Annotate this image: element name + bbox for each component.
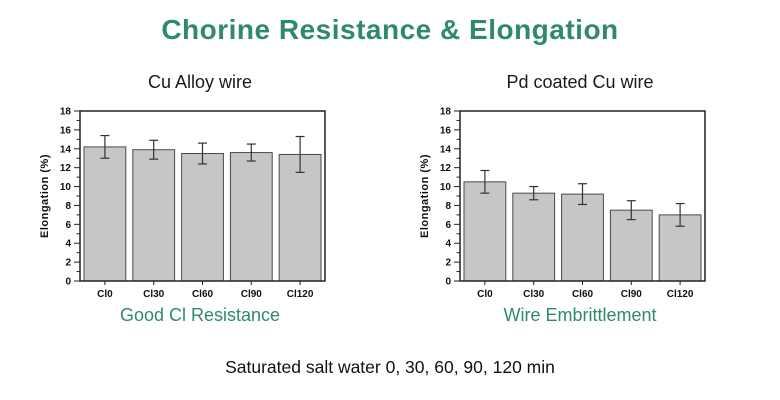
chart-title-cu-alloy: Cu Alloy wire (147, 72, 253, 92)
svg-text:12: 12 (440, 163, 452, 174)
svg-text:6: 6 (65, 220, 71, 231)
svg-text:Cl90: Cl90 (241, 289, 263, 300)
chart-title-pd-coated: Pd coated Cu wire (506, 72, 654, 92)
bar-chart-pd-coated: 0 2 4 6 8 10 12 14 16 18 Cl0 Cl30 Cl60 Cl90 Cl120 Elong… (419, 107, 706, 300)
svg-text:8: 8 (65, 201, 71, 212)
svg-text:10: 10 (440, 182, 452, 193)
svg-text:4: 4 (65, 239, 71, 250)
svg-text:Cl60: Cl60 (192, 289, 214, 300)
svg-text:16: 16 (440, 125, 452, 136)
svg-text:8: 8 (445, 201, 451, 212)
svg-text:4: 4 (445, 239, 451, 250)
svg-text:6: 6 (445, 220, 451, 231)
chart-caption-wire-embrittlement: Wire Embrittlement (503, 305, 657, 325)
svg-text:Cl60: Cl60 (572, 289, 594, 300)
footer-caption: Saturated salt water 0, 30, 60, 90, 120 … (225, 357, 555, 377)
svg-text:14: 14 (440, 144, 452, 155)
svg-text:Cl30: Cl30 (143, 289, 165, 300)
svg-text:2: 2 (65, 258, 71, 269)
slide-title: Chorine Resistance & Elongation (161, 14, 619, 45)
svg-text:0: 0 (445, 277, 451, 288)
chart-caption-good-cl-resistance: Good Cl Resistance (119, 305, 281, 325)
svg-text:18: 18 (60, 107, 72, 118)
svg-text:Cl90: Cl90 (621, 289, 643, 300)
svg-text:16: 16 (60, 125, 72, 136)
svg-text:0: 0 (65, 277, 71, 288)
bar-chart-cu-alloy: 0 2 4 6 8 10 12 14 16 18 Cl0 Cl30 Cl60 Cl90 Cl120 Elong… (39, 107, 326, 300)
svg-text:14: 14 (60, 144, 72, 155)
svg-text:10: 10 (60, 182, 72, 193)
svg-text:Elongation (%): Elongation (%) (419, 154, 431, 238)
svg-text:Cl120: Cl120 (287, 289, 314, 300)
svg-text:Cl120: Cl120 (667, 289, 694, 300)
svg-text:Cl30: Cl30 (523, 289, 545, 300)
svg-text:18: 18 (440, 107, 452, 118)
svg-text:Cl0: Cl0 (97, 289, 113, 300)
svg-text:Elongation (%): Elongation (%) (39, 154, 51, 238)
svg-text:Cl0: Cl0 (477, 289, 493, 300)
svg-text:12: 12 (60, 163, 72, 174)
svg-text:2: 2 (445, 258, 451, 269)
